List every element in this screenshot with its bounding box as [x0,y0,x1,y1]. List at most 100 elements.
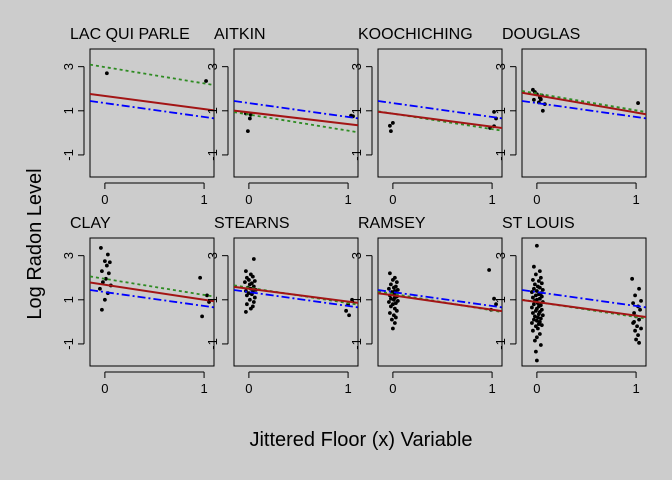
data-point [537,332,542,336]
x-tick-label: 1 [200,381,207,396]
x-tick-label: 0 [389,381,396,396]
blue-fit-line [234,100,358,120]
panel-title: RAMSEY [358,215,426,232]
data-point [639,298,643,303]
blue-fit-line [378,100,502,120]
data-point [388,282,393,287]
red-fit-line [378,110,502,129]
panel-frame [377,237,503,367]
panel-title: DOUGLAS [502,26,580,43]
y-tick-label: 1 [61,107,76,114]
data-point [532,264,536,269]
data-point [389,317,394,322]
y-tick-label: -1 [349,149,364,161]
data-point [244,302,249,307]
data-point [390,121,395,125]
data-point [639,326,643,331]
data-point [532,314,537,319]
y-tick-label: 1 [349,296,364,303]
data-point [532,338,537,343]
data-point [388,123,392,128]
y-tick-label: 1 [205,296,220,303]
data-point [539,323,544,328]
panel-frame [89,237,215,367]
data-point [536,279,541,283]
data-point [637,286,641,291]
panel: CLAY 0 1 -1 1 3 [61,215,215,396]
data-point [252,295,257,300]
data-point [205,293,209,298]
data-point [636,333,640,338]
y-tick-label: 1 [493,296,508,303]
data-point [98,286,102,291]
data-point [534,318,539,323]
panel-title: KOOCHICHING [358,26,473,43]
data-point [99,246,103,250]
data-point [637,340,641,345]
data-point [538,316,543,321]
panel: AITKIN 0 1 -1 1 3 [205,26,359,207]
x-tick-label: 1 [488,381,495,396]
data-point [104,71,109,76]
panel-plot-area [234,257,358,318]
data-point [532,286,536,291]
data-point [632,311,636,315]
blue-fit-line [90,289,214,309]
data-point [390,326,395,331]
data-point [387,286,391,291]
data-point [536,312,541,317]
data-point [540,108,545,113]
data-point [388,271,392,276]
green-fit-line [90,275,214,298]
data-point [534,289,539,293]
data-point [388,304,393,309]
data-point [631,301,636,306]
x-axis-label: Jittered Floor (x) Variable [249,429,472,451]
panel: KOOCHICHING 0 1 -1 1 3 [349,26,503,207]
green-fit-line [90,63,214,86]
data-point [487,268,492,272]
y-tick-label: 3 [61,252,76,259]
panel-frame [377,48,503,178]
data-point [252,279,257,283]
blue-fit-line [90,100,214,120]
data-point [531,278,535,282]
data-point [105,252,110,257]
y-tick-label: -1 [493,338,508,350]
data-point [533,293,538,298]
panel-plot-area [522,87,646,120]
data-point [633,293,637,298]
red-fit-line [522,91,646,116]
data-point [636,101,640,105]
y-tick-label: 1 [61,296,76,303]
data-point [632,319,636,324]
blue-fit-line [234,289,358,309]
data-point [535,315,540,320]
y-tick-label: -1 [349,338,364,350]
data-point [531,311,535,315]
data-point [535,326,540,331]
data-point [538,275,543,280]
panel-plot-area [90,246,214,319]
data-point [394,280,399,285]
data-point [246,278,251,282]
panel-plot-area [378,268,502,331]
data-point [533,349,538,354]
y-tick-label: 3 [349,252,364,259]
data-point [492,109,496,114]
data-point [394,308,399,313]
data-point [388,311,392,315]
data-point [540,313,545,318]
panel-title: STEARNS [214,215,290,232]
panel: STEARNS 0 1 -1 1 3 [205,215,359,396]
panel: RAMSEY 0 1 -1 1 3 [349,215,503,396]
data-point [102,259,107,264]
x-tick-label: 0 [533,192,540,207]
data-point [243,280,247,285]
data-point [100,307,104,312]
data-point [387,300,391,304]
data-point [635,324,639,329]
data-point [388,129,393,133]
data-point [248,306,253,311]
